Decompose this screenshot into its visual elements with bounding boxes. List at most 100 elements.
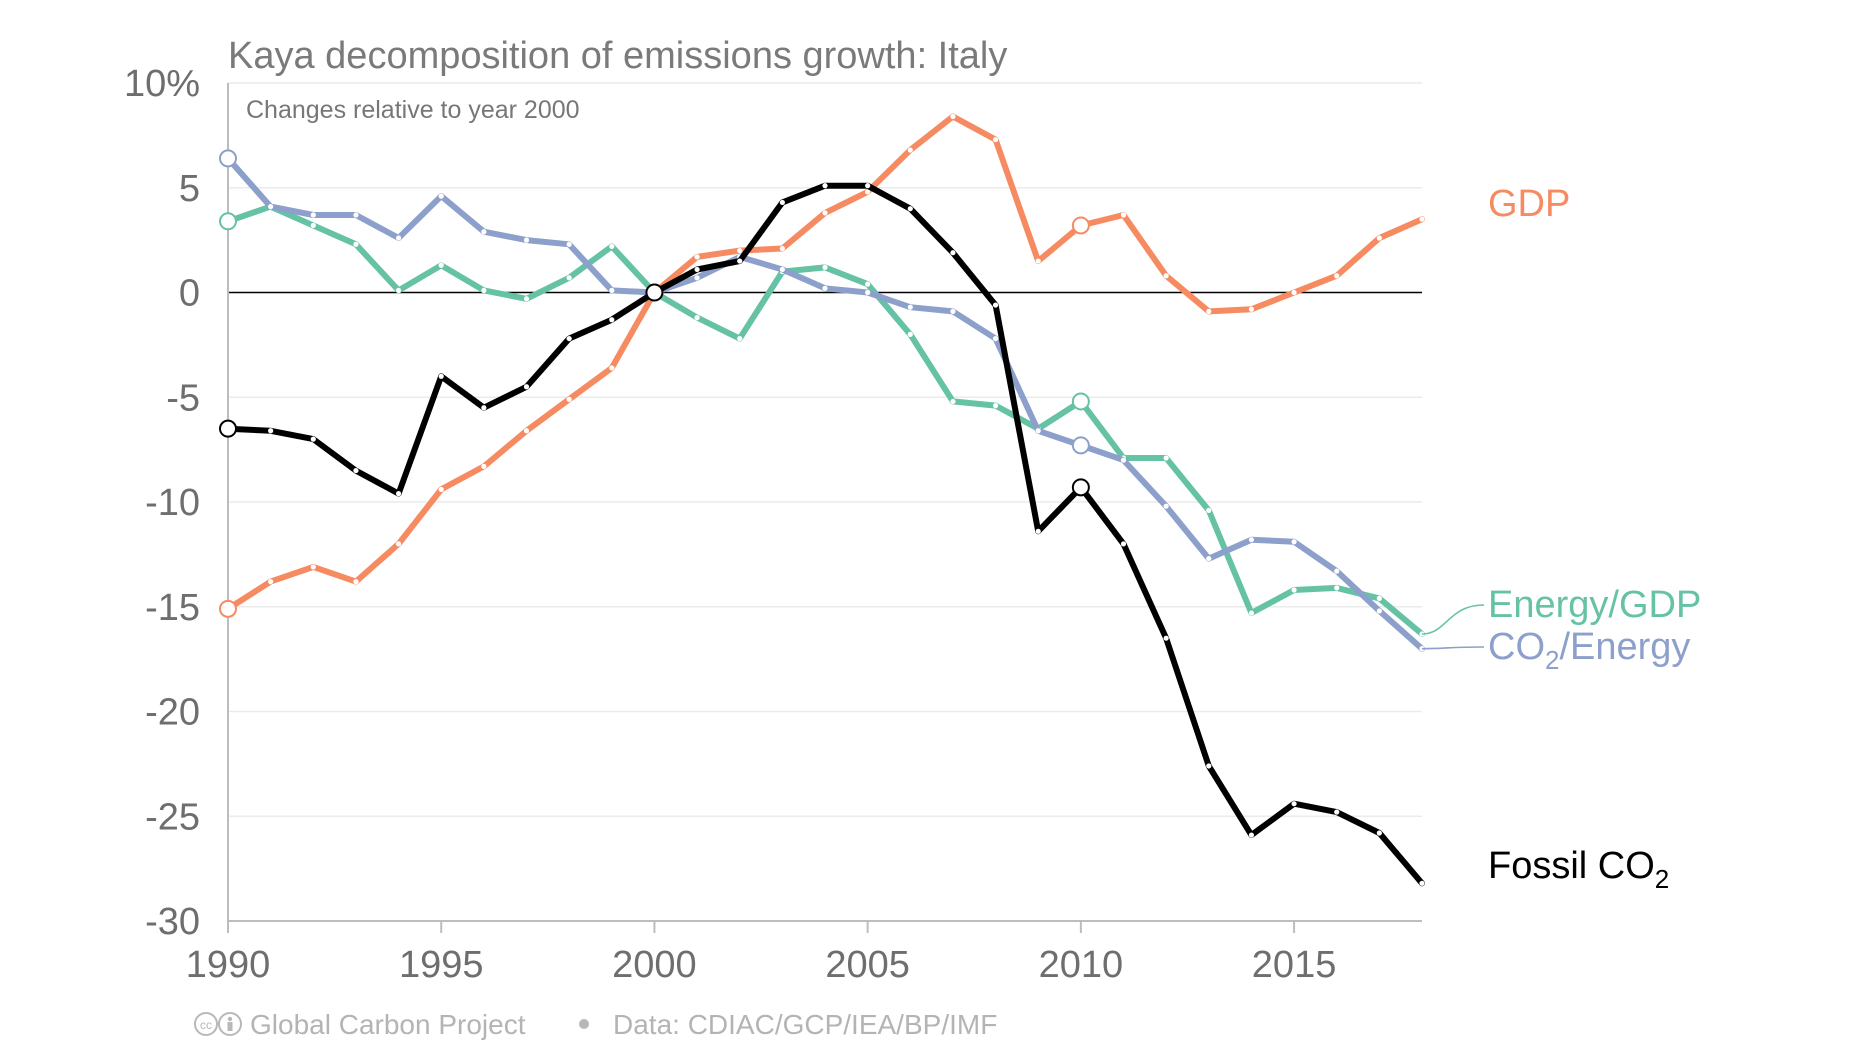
data-point	[1334, 273, 1340, 279]
data-point	[907, 206, 913, 212]
series-label: Energy/GDP	[1488, 584, 1701, 626]
y-tick-label: -25	[145, 796, 200, 838]
data-point	[1248, 306, 1255, 312]
data-point	[268, 579, 274, 585]
leader-line	[1421, 604, 1485, 635]
data-point	[907, 147, 913, 153]
data-point	[822, 183, 828, 189]
svg-text:cc: cc	[200, 1018, 212, 1032]
series-0	[219, 113, 1425, 618]
data-point	[481, 405, 487, 411]
data-point	[1163, 635, 1169, 641]
data-point	[1248, 537, 1255, 543]
series-line	[225, 113, 1425, 612]
data-point	[609, 365, 615, 371]
data-point	[950, 398, 956, 405]
chart-title: Kaya decomposition of emissions growth: …	[228, 35, 1007, 77]
highlight-point	[219, 149, 237, 168]
data-point	[1376, 830, 1382, 836]
data-point	[395, 287, 402, 294]
data-point	[1419, 216, 1425, 222]
data-point	[779, 245, 785, 252]
highlight-point	[219, 599, 237, 618]
y-tick-label: -20	[145, 692, 200, 734]
x-tick-label: 1990	[186, 944, 271, 986]
leader-line	[1421, 646, 1485, 650]
series-lines	[219, 113, 1425, 887]
highlight-point	[1071, 392, 1090, 411]
data-point	[694, 275, 700, 281]
data-point	[865, 189, 871, 195]
data-point	[1035, 428, 1041, 434]
data-point	[1291, 539, 1297, 545]
y-tick-label: 0	[179, 273, 200, 315]
data-point	[1120, 541, 1127, 547]
y-tick-label: 10%	[124, 63, 200, 105]
data-point	[1035, 528, 1041, 534]
x-tick-label: 2015	[1252, 944, 1337, 986]
data-point	[268, 204, 274, 210]
y-tick-label: -15	[145, 587, 200, 629]
data-point	[779, 199, 785, 206]
y-tick-label: 5	[179, 168, 200, 210]
highlight-point	[219, 419, 237, 438]
data-point	[353, 579, 359, 585]
data-point	[1291, 289, 1297, 296]
data-point	[822, 264, 828, 270]
series-label: CO2/Energy	[1488, 626, 1690, 675]
data-point	[1206, 555, 1212, 562]
data-point	[438, 262, 444, 268]
data-point	[310, 564, 316, 570]
footer-source: Global Carbon Project	[250, 1009, 526, 1040]
data-point	[1035, 258, 1041, 264]
data-point	[1120, 457, 1127, 463]
data-point	[950, 308, 956, 314]
highlight-point	[645, 283, 664, 302]
data-point	[609, 287, 615, 294]
series-3	[219, 182, 1425, 887]
data-point	[1334, 809, 1340, 815]
data-point	[395, 491, 402, 497]
data-point	[523, 296, 530, 302]
data-point	[907, 304, 913, 310]
data-point	[1376, 235, 1382, 241]
series-1	[219, 203, 1425, 637]
data-point	[1163, 503, 1169, 509]
gridlines	[228, 82, 1422, 922]
series-line	[225, 155, 1425, 652]
data-point	[353, 467, 359, 474]
data-point	[992, 302, 999, 308]
data-point	[1163, 455, 1169, 461]
data-point	[268, 428, 274, 434]
data-point	[1120, 212, 1127, 218]
data-point	[481, 287, 487, 294]
data-point	[992, 403, 999, 409]
data-point	[992, 335, 999, 342]
data-point	[822, 210, 828, 216]
highlight-point	[1071, 478, 1090, 497]
data-point	[395, 541, 402, 547]
data-point	[1206, 308, 1212, 314]
footer-data-source: Data: CDIAC/GCP/IEA/BP/IMF	[613, 1009, 997, 1040]
data-point	[481, 463, 487, 469]
data-point	[950, 250, 956, 256]
bullet-icon	[579, 1019, 589, 1029]
footer: cc Global Carbon Project Data: CDIAC/GCP…	[194, 1009, 997, 1040]
chart-subtitle: Changes relative to year 2000	[246, 96, 580, 124]
y-tick-label: -30	[145, 901, 200, 943]
data-point	[310, 436, 316, 442]
data-point	[310, 222, 316, 229]
data-point	[566, 275, 572, 281]
x-tick-label: 2005	[825, 944, 910, 986]
cc-by-icon: cc	[194, 1012, 242, 1036]
data-point	[779, 266, 785, 273]
data-point	[694, 315, 700, 321]
data-point	[609, 317, 615, 323]
data-point	[353, 241, 359, 247]
data-point	[353, 212, 359, 218]
series-label: Fossil CO2	[1488, 845, 1669, 894]
x-tick-label: 1995	[399, 944, 484, 986]
data-point	[1206, 763, 1212, 769]
